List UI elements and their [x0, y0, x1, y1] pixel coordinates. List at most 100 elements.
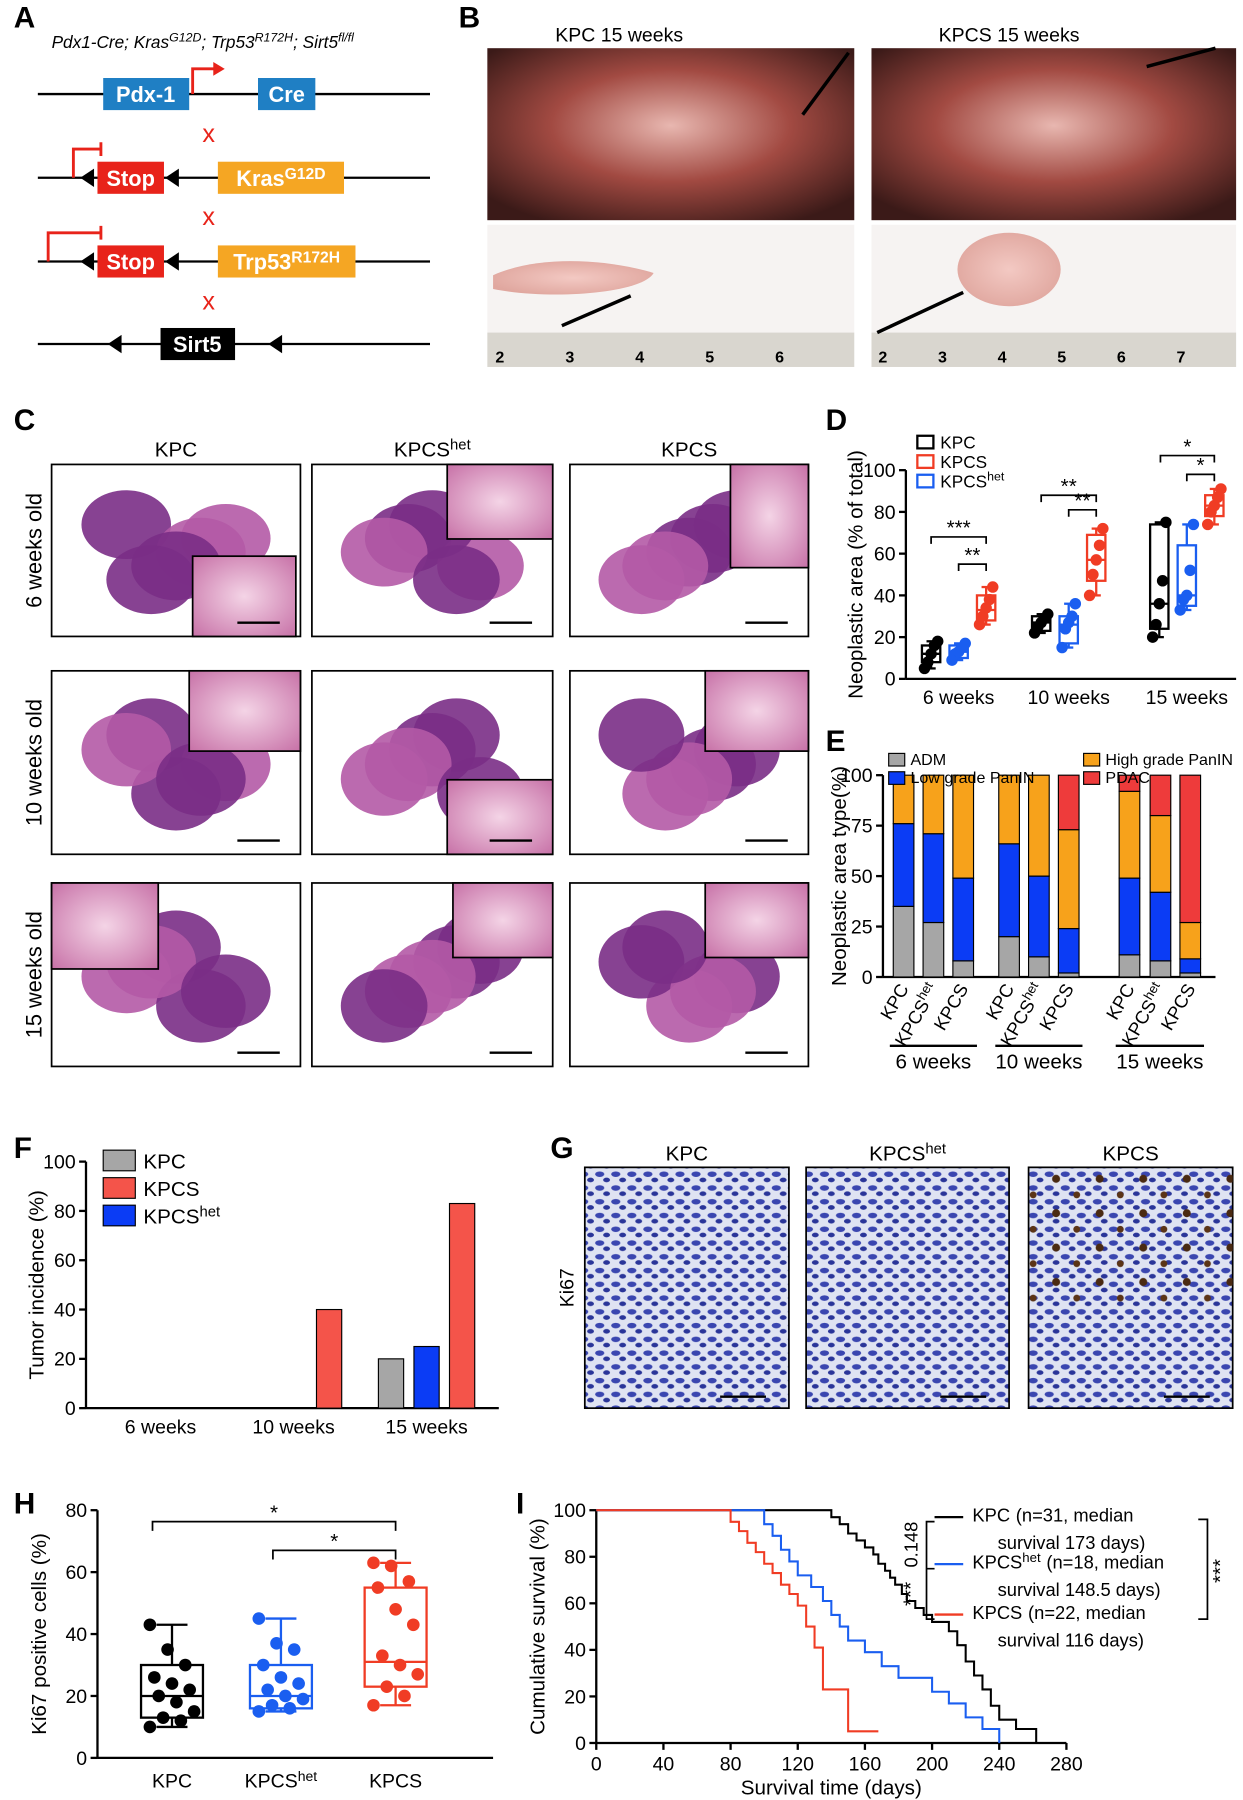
legend-label: survival 116 days): [998, 1630, 1144, 1651]
tissue: [364, 727, 452, 802]
row-label: 6 weeks old: [21, 493, 46, 608]
y-tick-label: 80: [65, 1500, 87, 1522]
significance-label: *: [1183, 435, 1191, 458]
legend-label: KPC: [940, 432, 975, 452]
y-axis-label: Ki67 positive cells (%): [28, 1533, 51, 1735]
loxp: [80, 252, 95, 271]
bar-segment: [1118, 877, 1141, 956]
arrow: [801, 51, 850, 116]
bar-segment: [1118, 954, 1141, 978]
data-point: [265, 1698, 279, 1712]
bar-segment: [892, 905, 915, 978]
data-point: [283, 1702, 297, 1715]
column-title: KPCShet: [869, 1142, 947, 1166]
bar-segment: [952, 877, 975, 962]
row-label: 10 weeks old: [21, 699, 46, 826]
data-point: [148, 1671, 161, 1684]
column-title-part: KPC: [155, 438, 198, 461]
data-point: [1150, 618, 1162, 631]
bar-segment: [922, 921, 945, 978]
x-tick-label: 280: [1050, 1754, 1083, 1776]
data-point: [1093, 539, 1106, 552]
y-tick-label: 100: [553, 1500, 586, 1522]
p-value: ***: [899, 1582, 922, 1606]
promoter-arrow: [191, 67, 216, 95]
bar-segment: [1057, 972, 1080, 978]
legend-label-part: KPC: [940, 432, 975, 452]
bar-segment: [1057, 927, 1080, 974]
bar-segment: [1027, 774, 1050, 877]
y-tick-label: 40: [564, 1640, 586, 1662]
data-point: [402, 1575, 416, 1588]
legend-label-part: KPCS: [143, 1206, 199, 1229]
loxp: [165, 168, 179, 187]
arrow: [1146, 46, 1216, 69]
bar-segment: [1149, 774, 1172, 817]
legend-swatch: [888, 771, 906, 785]
y-tick-label: 40: [54, 1299, 76, 1321]
tissue: [340, 969, 428, 1043]
ruler-label: 7: [1176, 348, 1185, 366]
x-tick-label: 240: [983, 1754, 1016, 1776]
inset: [446, 463, 554, 540]
significance-bracket: [1067, 508, 1098, 517]
y-tick-label: 0: [575, 1733, 586, 1755]
bar: [377, 1358, 405, 1409]
column-title: KPCS: [661, 438, 717, 461]
genotype-part: ; Sirt5: [293, 32, 338, 52]
y-tick-label: 20: [65, 1686, 87, 1708]
significance-bracket: [925, 1520, 935, 1620]
legend-swatch: [916, 434, 935, 450]
tissue: [180, 954, 271, 1028]
genotype-part: ; Trp53: [201, 32, 255, 52]
ruler-label: 3: [565, 348, 574, 366]
significance-bracket: [1159, 454, 1216, 463]
gene-box: [258, 78, 316, 111]
panel-label: E: [826, 725, 846, 758]
data-point: [161, 1643, 174, 1656]
data-point: [1090, 554, 1102, 566]
y-tick-label: 20: [874, 627, 896, 649]
data-point: [187, 1705, 201, 1718]
panel-label: D: [826, 404, 848, 437]
legend-swatch: [916, 454, 935, 470]
tissue: [413, 545, 500, 615]
data-point: [1069, 597, 1082, 610]
x-tick-label-part: KPCS: [369, 1771, 422, 1793]
panel-label: H: [14, 1488, 36, 1521]
column-title-part: KPCS: [661, 438, 717, 461]
y-tick-label: 0: [65, 1398, 76, 1420]
y-tick-label: 25: [851, 916, 873, 938]
x-tick-label: KPC: [152, 1771, 192, 1793]
data-point: [406, 1618, 420, 1632]
data-point: [178, 1658, 192, 1672]
legend-swatch: [102, 1149, 136, 1172]
data-point: [1181, 589, 1193, 602]
inset: [729, 463, 810, 569]
data-point: [1156, 575, 1169, 587]
gene-label: KrasG12D: [236, 166, 325, 191]
y-tick-label: 40: [65, 1624, 87, 1646]
data-point: [380, 1680, 394, 1693]
promoter: [46, 225, 103, 262]
bar-segment: [1179, 774, 1202, 924]
group-label: 10 weeks: [995, 1051, 1082, 1074]
gene-box: [160, 327, 236, 361]
data-point: [1184, 564, 1196, 577]
x-tick-label: 40: [653, 1754, 675, 1776]
y-axis-label: Tumor incidence (%): [26, 1190, 49, 1380]
panel-b: B KPC 15 weeks KPCS 15 weeks 2 3 4 5 6 2 3 4 5 6 7: [459, 2, 1237, 367]
y-tick-label: 80: [564, 1547, 586, 1569]
legend-label-part: (n=31, median: [1016, 1505, 1134, 1526]
legend-label: KPCS: [143, 1178, 199, 1201]
x-tick-label: 10 weeks: [252, 1416, 335, 1438]
y-tick-label: 60: [564, 1593, 586, 1615]
bar-segment: [1149, 891, 1172, 962]
x-tick-label: KPCS: [929, 980, 972, 1034]
ruler-label: 6: [1117, 348, 1126, 366]
survival-curve: [596, 1509, 1001, 1743]
row-label: 15 weeks old: [21, 911, 46, 1038]
gene-label: Cre: [269, 82, 305, 107]
ruler-label: 5: [1057, 348, 1066, 366]
